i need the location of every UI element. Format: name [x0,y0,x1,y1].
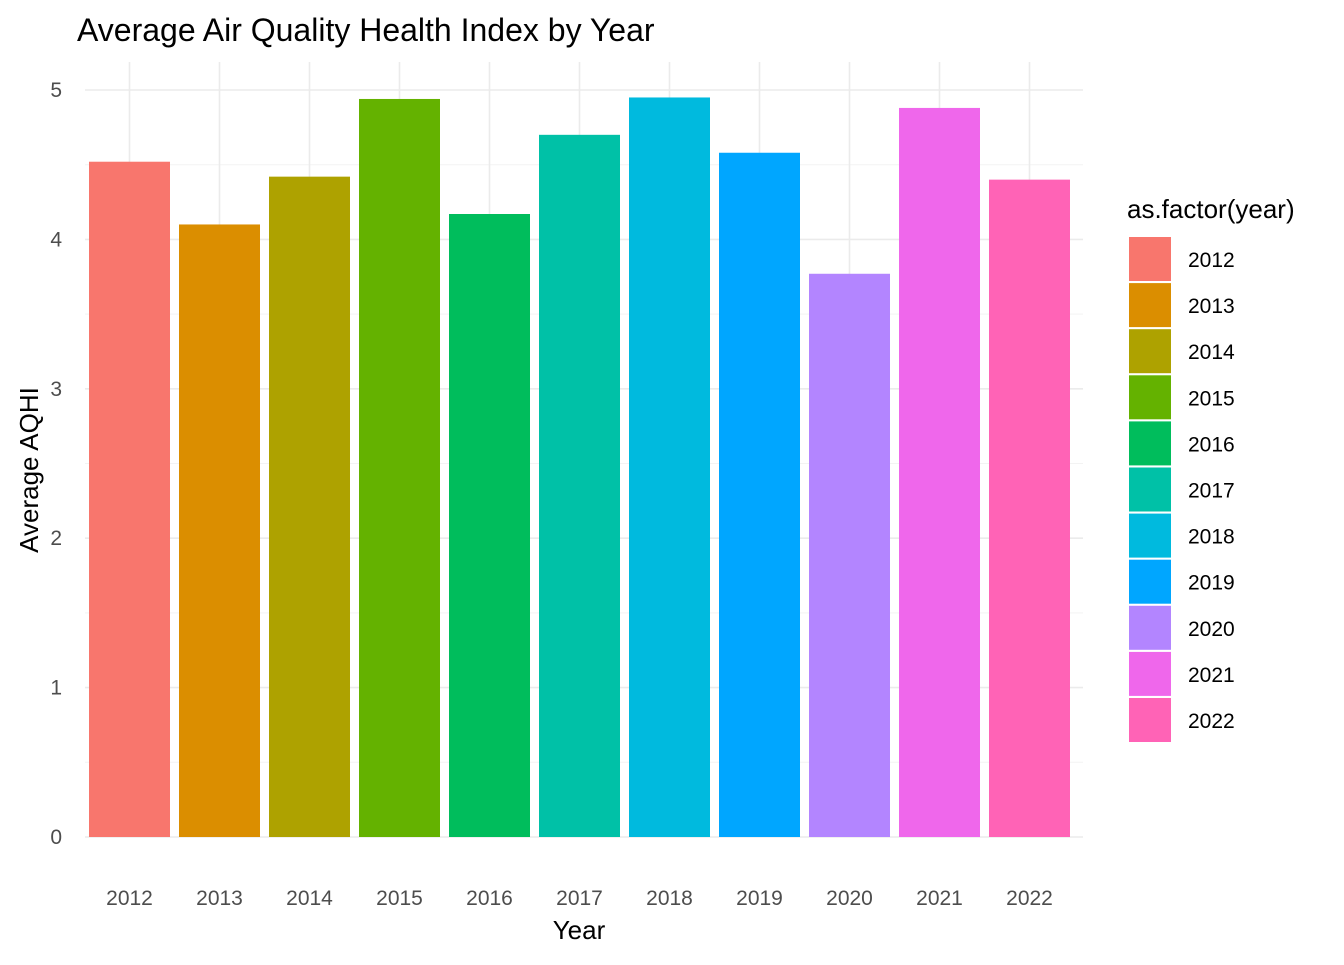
legend-label: 2021 [1188,664,1235,687]
legend-label: 2019 [1188,572,1235,595]
x-tick-label: 2019 [736,887,783,910]
bar-2016 [449,214,530,837]
legend-key-2021 [1129,651,1171,696]
y-tick-label: 2 [50,527,62,550]
legend-label: 2022 [1188,710,1235,733]
bar-2014 [269,176,350,838]
y-tick-label: 4 [50,228,62,251]
legend-key-2015 [1129,375,1171,420]
x-tick-label: 2012 [106,887,153,910]
legend-key-2019 [1129,559,1171,604]
bar-2015 [359,98,440,838]
y-tick-label: 0 [50,826,62,849]
x-axis: 2012 2013 2014 2015 2016 2017 2018 2019 2020 2021… [106,887,1053,910]
legend-key-2014 [1129,329,1171,374]
y-tick-label: 5 [50,79,62,102]
y-tick-label: 1 [50,677,62,700]
legend-title: as.factor(year) [1127,194,1295,224]
legend-key-2020 [1129,605,1171,650]
bar-2012 [89,161,170,837]
x-tick-label: 2017 [556,887,603,910]
bar-2019 [719,152,800,838]
bar-2017 [539,134,620,837]
legend-key-2017 [1129,467,1171,512]
y-axis-title: Average AQHI [14,387,44,553]
y-tick-label: 3 [50,378,62,401]
legend-key-2012 [1129,237,1171,281]
bar-2018 [629,97,710,838]
legend: as.factor(year) 2012 2013 2014 2015 2016 2017… [1127,194,1295,742]
x-tick-label: 2020 [826,887,873,910]
legend-label: 2020 [1188,618,1235,641]
x-tick-label: 2021 [916,887,963,910]
chart-title: Average Air Quality Health Index by Year [77,12,655,48]
bar-2022 [989,179,1070,837]
legend-key-2013 [1129,283,1171,328]
y-axis: 0 1 2 3 4 5 [50,79,62,849]
legend-key-2016 [1129,421,1171,466]
legend-label: 2014 [1188,341,1235,364]
x-tick-label: 2014 [286,887,333,910]
legend-label: 2013 [1188,295,1235,318]
x-axis-title: Year [553,915,606,945]
bar-2020 [809,273,890,838]
x-tick-label: 2015 [376,887,423,910]
bar-2013 [179,224,260,837]
legend-label: 2016 [1188,433,1235,456]
bar-2021 [899,107,980,838]
legend-label: 2017 [1188,480,1235,503]
legend-label: 2015 [1188,387,1235,410]
legend-label: 2012 [1188,249,1235,272]
x-tick-label: 2022 [1006,887,1053,910]
x-tick-label: 2016 [466,887,513,910]
x-tick-label: 2013 [196,887,243,910]
legend-key-2018 [1129,513,1171,558]
legend-label: 2018 [1188,526,1235,549]
bars [89,97,1070,838]
x-tick-label: 2018 [646,887,693,910]
legend-key-2022 [1129,698,1171,742]
